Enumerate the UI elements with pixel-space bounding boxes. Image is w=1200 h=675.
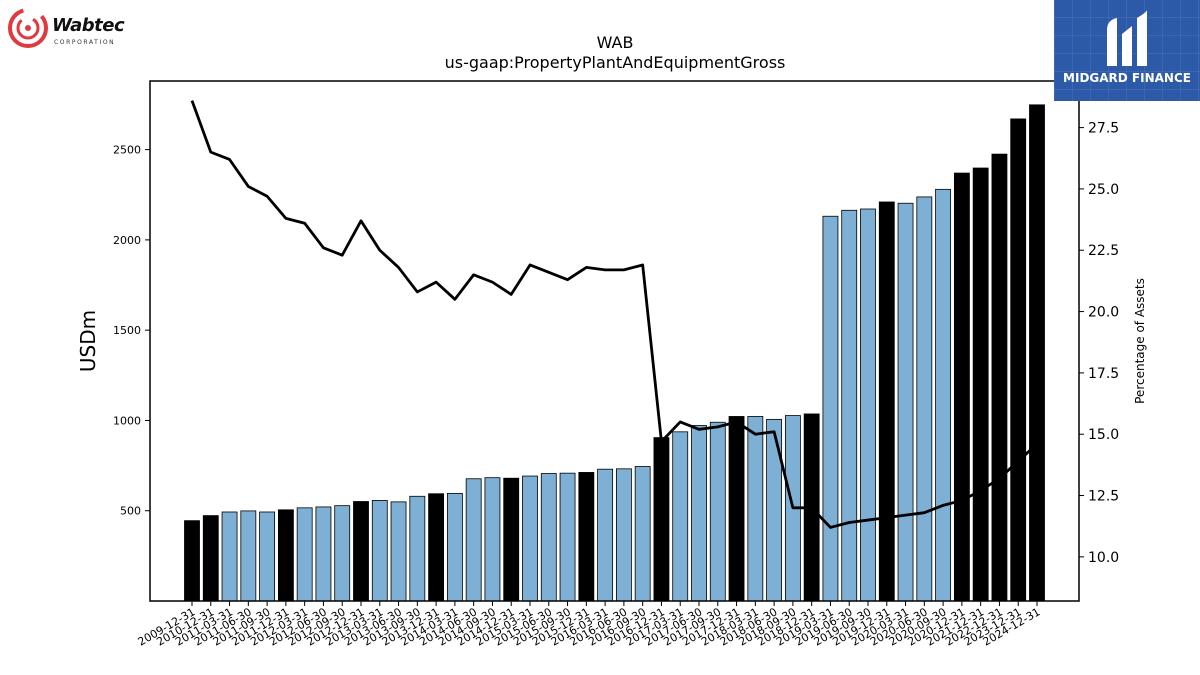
y2-tick-label: 20.0 <box>1088 305 1119 321</box>
bar-2020-09-30 <box>935 188 952 602</box>
bar-2014-12-31 <box>503 477 520 602</box>
bar-2015-03-31 <box>522 475 538 602</box>
bar-2011-09-30 <box>259 511 276 602</box>
plot-frame <box>149 80 1080 602</box>
bar-2020-03-31 <box>897 202 914 602</box>
y2-axis-label: Percentage of Assets <box>1133 278 1147 404</box>
x-axis: 2009-12-312010-12-312011-03-312011-06-30… <box>136 601 1043 649</box>
bar-2016-12-31 <box>653 437 670 602</box>
bar-2011-06-30 <box>240 510 257 602</box>
bar-2009-12-31 <box>184 520 200 602</box>
bar-2017-12-31 <box>728 416 745 602</box>
bar-2021-12-31 <box>972 167 989 602</box>
line-group <box>190 100 1038 529</box>
y2-tick-label: 27.5 <box>1088 121 1119 137</box>
percentage-line <box>190 100 1038 529</box>
y-tick-label: 1000 <box>113 414 141 427</box>
y-tick-label: 1500 <box>113 324 141 337</box>
bar-2015-12-31 <box>578 472 595 602</box>
y-axis-left: 500 1000 1500 2000 2500 <box>113 144 150 518</box>
bar-2011-12-31 <box>277 509 294 602</box>
bar-2010-12-31 <box>202 515 219 602</box>
wabtec-subtitle: CORPORATION <box>54 39 116 46</box>
y-axis-label: USDm <box>76 310 100 372</box>
bar-2012-03-31 <box>296 507 313 602</box>
midgard-wordmark: MIDGARD FINANCE <box>1063 71 1191 85</box>
bars-group <box>184 104 1045 602</box>
bar-2012-06-30 <box>315 506 332 602</box>
bar-2012-09-30 <box>334 505 351 602</box>
midgard-logo-icon <box>1107 10 1147 66</box>
midgard-logo: MIDGARD FINANCE <box>1054 0 1200 101</box>
wabtec-logo-icon <box>8 8 48 48</box>
bar-2014-06-30 <box>465 478 482 602</box>
bar-2020-12-31 <box>953 172 970 602</box>
bar-2018-06-30 <box>766 418 783 602</box>
y-tick-label: 2500 <box>113 144 141 157</box>
chart-subtitle: us-gaap:PropertyPlantAndEquipmentGross <box>445 53 786 72</box>
y-tick-label: 500 <box>120 505 141 518</box>
bar-2018-03-31 <box>747 416 764 602</box>
bar-2017-03-31 <box>672 431 689 602</box>
bar-2016-09-30 <box>634 466 651 602</box>
y2-tick-label: 12.5 <box>1088 489 1119 505</box>
y2-tick-label: 15.0 <box>1088 427 1119 443</box>
bar-2020-06-30 <box>916 196 933 602</box>
chart-title: WAB <box>597 33 634 52</box>
bar-2011-03-31 <box>221 511 238 602</box>
wabtec-wordmark: Wabtec <box>52 15 125 36</box>
bar-2012-12-31 <box>353 501 369 602</box>
bar-2015-06-30 <box>540 473 557 602</box>
bar-2015-09-30 <box>559 472 576 602</box>
y2-tick-label: 17.5 <box>1088 366 1119 382</box>
y2-tick-label: 10.0 <box>1088 550 1119 566</box>
bar-2019-03-31 <box>822 215 839 602</box>
bar-2023-12-31 <box>1010 118 1027 602</box>
bar-2017-06-30 <box>691 425 707 602</box>
bar-2014-03-31 <box>446 492 463 602</box>
y2-tick-label: 25.0 <box>1088 182 1119 198</box>
bar-2024-12-31 <box>1029 104 1045 602</box>
bar-2019-09-30 <box>860 208 876 602</box>
y-tick-label: 2000 <box>113 234 141 247</box>
bar-2013-09-30 <box>409 495 426 602</box>
y2-tick-label: 22.5 <box>1088 243 1119 259</box>
bar-2016-06-30 <box>615 468 632 602</box>
bar-2013-12-31 <box>428 493 445 602</box>
bar-2013-03-31 <box>371 500 388 602</box>
wabtec-logo: Wabtec CORPORATION <box>6 6 146 52</box>
bar-2017-09-30 <box>709 421 726 602</box>
bar-2019-06-30 <box>841 209 858 602</box>
bar-2022-12-31 <box>991 153 1008 602</box>
y-axis-right: 10.0 12.5 15.0 17.5 20.0 22.5 25.0 27.5 <box>1079 121 1119 566</box>
bar-2013-06-30 <box>390 501 407 602</box>
bar-2014-09-30 <box>484 477 501 602</box>
bar-2016-03-31 <box>597 468 614 602</box>
bar-2019-12-31 <box>878 201 895 602</box>
